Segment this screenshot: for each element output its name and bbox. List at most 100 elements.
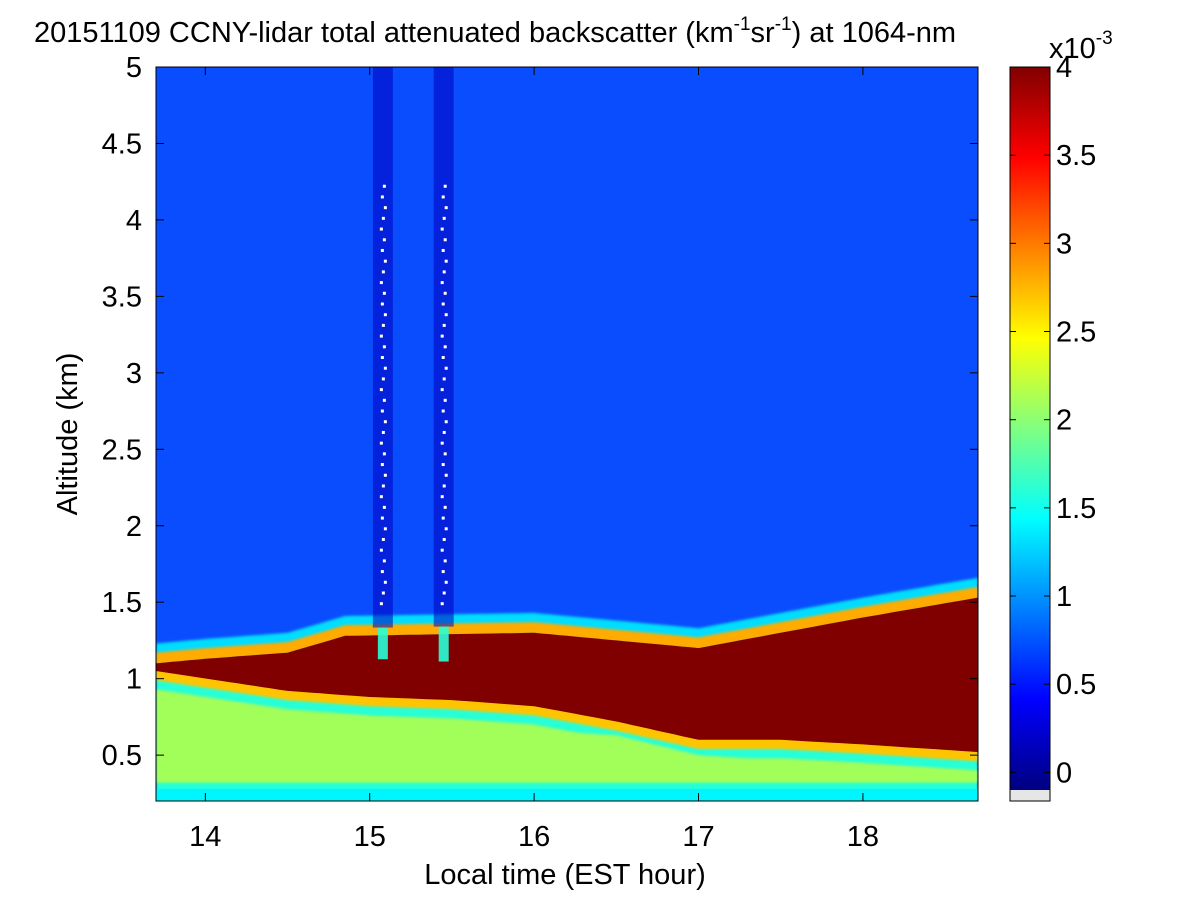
missing-data-dot [441,570,445,574]
missing-data-dot [440,388,444,392]
aerosol-layer-core [156,597,978,753]
missing-data-dot [381,430,385,434]
missing-data-dot [379,441,383,445]
missing-data-dot [442,591,446,595]
missing-data-dot [380,570,384,574]
y-tick-label: 1.5 [102,587,142,619]
colorbar-tick-label: 2.5 [1056,317,1096,349]
missing-data-dot [382,452,386,456]
missing-data-dot [382,345,386,349]
missing-data-dot [444,313,448,317]
missing-data-dot [440,602,444,606]
y-tick-label: 3.5 [102,281,142,313]
precip-gap-1 [377,627,388,660]
missing-data-dot [442,323,446,327]
plot-frame [155,66,979,802]
missing-data-dot [442,270,446,274]
colorbar: 0 0.5 1 1.5 2 2.5 3 3.5 4 x10-3 [1009,28,1113,802]
colorbar-tick-label: 1.5 [1056,493,1096,525]
y-axis: 0.5 1 1.5 2 2.5 3 3.5 4 4.5 5 [102,52,978,772]
surface-layer-core [156,689,978,783]
missing-data-dot [383,366,387,370]
missing-data-dot [381,591,385,595]
missing-data-dot [379,548,383,552]
y-tick-label: 3 [126,358,142,390]
colorbar-tick-label: 2 [1056,405,1072,437]
x-axis: 14 15 16 17 18 [189,67,879,853]
missing-data-dot [441,409,445,413]
missing-data-dot [379,602,383,606]
missing-data-dot [442,430,446,434]
missing-data-dot [440,441,444,445]
missing-data-dot [380,248,384,252]
missing-data-dot [440,227,444,231]
missing-data-dot [379,334,383,338]
title-superscript-1: -1 [734,14,751,35]
title-superscript-2: -1 [775,14,792,35]
colorbar-gradient [1010,67,1050,790]
layer-top-halo [156,577,978,664]
colorbar-tick-label: 0 [1056,757,1072,789]
x-tick-label: 14 [189,821,221,853]
missing-data-dot [444,580,448,584]
missing-data-dot [444,420,448,424]
missing-data-dot [443,452,447,456]
missing-data-dot [382,505,386,509]
missing-data-dot [440,495,444,499]
missing-data-dot [383,580,387,584]
colorbar-multiplier-exponent: -3 [1096,28,1113,49]
missing-data-dot [444,206,448,210]
missing-data-dot [443,238,447,242]
missing-data-dot [441,248,445,252]
missing-data-dot [443,398,447,402]
missing-data-dot [382,559,386,563]
missing-data-dot [381,270,385,274]
y-tick-label: 2 [126,511,142,543]
missing-data-dot [441,356,445,360]
missing-data-dot [379,227,383,231]
y-tick-label: 0.5 [102,740,142,772]
missing-data-dot [441,302,445,306]
missing-data-dot [441,463,445,467]
missing-data-dot [383,420,387,424]
missing-data-dot [444,259,448,263]
colorbar-tick-label: 3 [1056,228,1072,260]
missing-data-dot [381,537,385,541]
missing-data-dot [380,356,384,360]
missing-data-dot [383,527,387,531]
ground-band [156,788,978,801]
missing-data-dot [382,398,386,402]
missing-data-dot [442,537,446,541]
missing-data-dot [380,516,384,520]
missing-data-dot [383,206,387,210]
missing-data-dot [443,291,447,295]
missing-data-dot [441,195,445,199]
missing-data-dot [442,377,446,381]
missing-data-dot [383,473,387,477]
missing-data-dot [379,281,383,285]
y-tick-label: 5 [126,52,142,84]
colorbar-tick-label: 0.5 [1056,669,1096,701]
missing-data-dot [383,259,387,263]
missing-data-dot [444,366,448,370]
colorbar-tick-label: 3.5 [1056,140,1096,172]
missing-data-dot [381,323,385,327]
missing-data-dot [444,473,448,477]
missing-data-dot [379,388,383,392]
y-tick-label: 1 [126,664,142,696]
heatmap-bands [156,577,978,801]
colorbar-multiplier: x10-3 [1049,28,1113,65]
missing-data-dot [443,559,447,563]
missing-data-dot [442,484,446,488]
heatmap-streaks [372,67,454,662]
missing-data-dot [444,527,448,531]
colorbar-tick-label: 1 [1056,581,1072,613]
missing-data-dot [443,184,447,188]
missing-data-dot [443,345,447,349]
colorbar-under-swatch [1010,790,1050,801]
missing-data-dot [381,216,385,220]
heatmap-plot-area [156,67,978,801]
y-tick-label: 4 [126,205,142,237]
missing-data-dot [382,184,386,188]
